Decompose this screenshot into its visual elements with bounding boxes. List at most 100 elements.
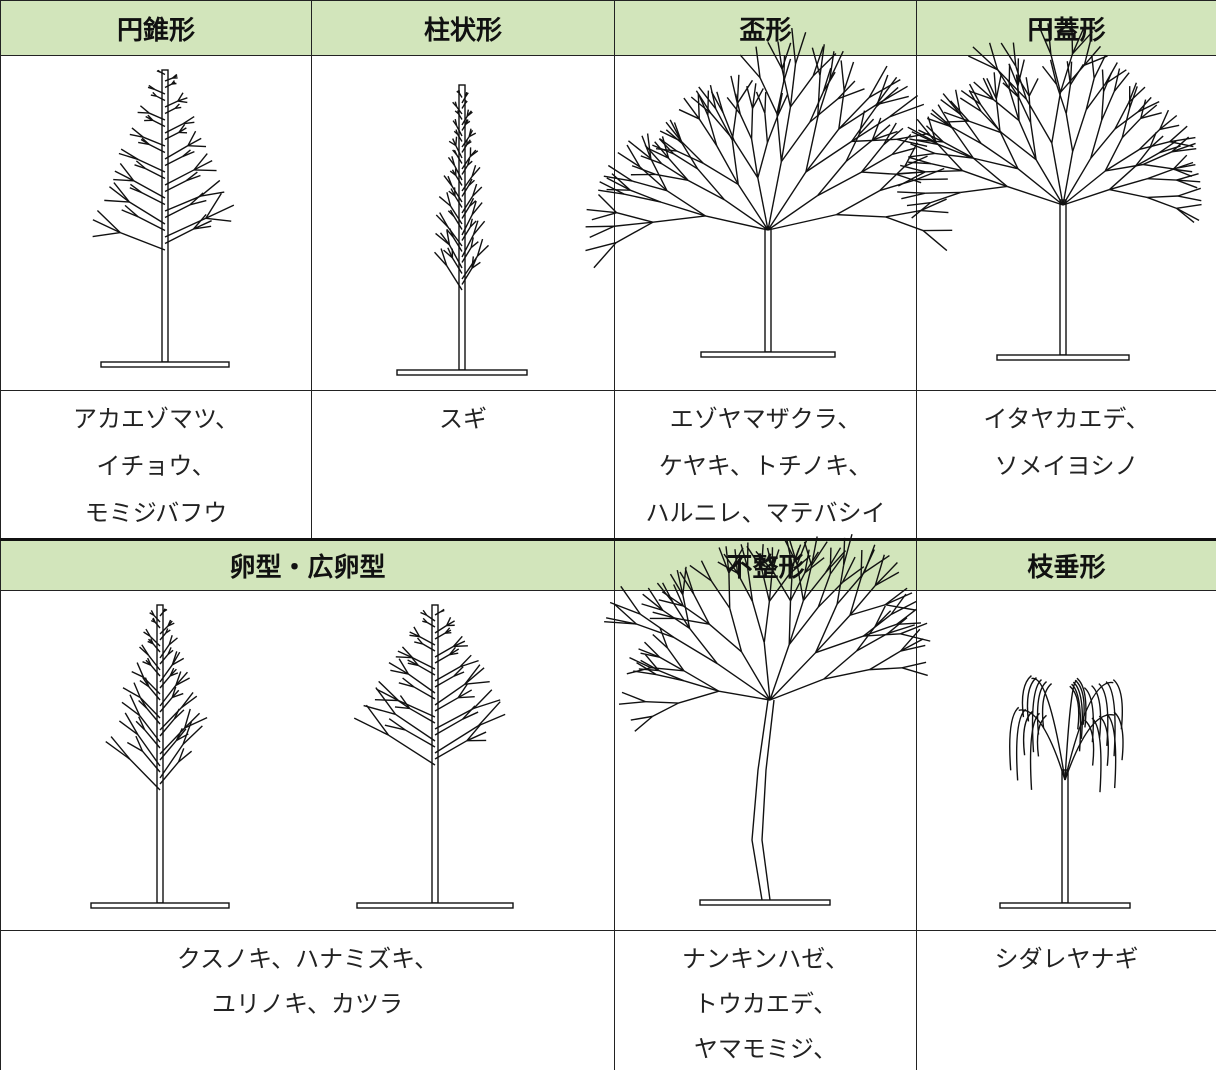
tree-stroke xyxy=(478,713,506,727)
tree-stroke xyxy=(872,130,898,141)
tree-stroke xyxy=(884,592,913,606)
tree-stroke xyxy=(875,74,889,107)
tree-stroke xyxy=(682,594,691,629)
tree-stroke xyxy=(180,695,198,709)
tree-stroke xyxy=(658,599,684,607)
tree-stroke xyxy=(159,743,184,779)
tree-stroke xyxy=(631,165,656,176)
tree-stroke xyxy=(376,688,399,702)
tree-stroke xyxy=(187,130,197,146)
tree-stroke xyxy=(365,704,390,736)
tree-stroke xyxy=(447,226,463,247)
header-cell: 枝垂形 xyxy=(916,540,1216,591)
tree-stroke xyxy=(609,601,641,615)
tree-stroke xyxy=(879,165,906,192)
tree-stroke xyxy=(751,88,764,109)
tree-stroke xyxy=(451,257,463,274)
species-name: ケヤキ、トチノキ、 xyxy=(658,452,873,480)
tree-stroke xyxy=(700,560,712,582)
tree-stroke xyxy=(417,664,436,676)
tree-stroke xyxy=(1169,136,1196,143)
tree-stroke xyxy=(164,100,179,108)
tree-stroke xyxy=(159,727,186,755)
tree-stroke xyxy=(175,671,182,686)
tree-stroke xyxy=(164,77,173,82)
tree-stroke xyxy=(434,654,450,664)
tree-stroke xyxy=(683,670,720,692)
tree-stroke xyxy=(861,153,893,173)
tree-stroke xyxy=(937,104,953,129)
tree-stroke xyxy=(968,83,982,105)
tree-stroke xyxy=(757,177,769,231)
tree-stroke xyxy=(159,664,173,683)
tree-stroke xyxy=(620,585,641,615)
tree-stroke xyxy=(182,115,195,125)
tree-stroke xyxy=(458,92,463,98)
tree-stroke xyxy=(646,147,669,159)
tree-stroke xyxy=(760,568,771,602)
tree-stroke xyxy=(879,178,917,192)
tree-stroke xyxy=(142,676,161,695)
tree-stroke xyxy=(916,178,948,181)
tree-stroke xyxy=(470,241,479,249)
tree-stroke xyxy=(904,142,919,167)
tree-stroke xyxy=(869,667,903,671)
tree-stroke xyxy=(757,142,769,179)
tree-stroke xyxy=(861,171,897,175)
tree-stroke xyxy=(1085,78,1095,110)
tree-stroke xyxy=(466,111,473,117)
tree-stroke xyxy=(464,667,485,685)
tree-stroke xyxy=(900,644,926,652)
tree-stroke xyxy=(874,554,885,586)
tree-stroke xyxy=(90,902,230,909)
tree-stroke xyxy=(789,572,806,602)
tree-stroke xyxy=(139,715,161,743)
tree-stroke xyxy=(457,110,460,114)
tree-stroke xyxy=(658,138,675,155)
tree-stroke xyxy=(353,717,389,736)
species-name: ヤマモミジ、 xyxy=(693,1035,838,1063)
tree-stroke xyxy=(900,628,921,652)
tree-stroke xyxy=(1035,159,1064,206)
tree-stroke xyxy=(986,78,997,100)
tree-stroke xyxy=(193,159,213,171)
tree-stroke xyxy=(636,623,675,639)
tree-stroke xyxy=(817,79,831,118)
tree-stroke xyxy=(167,649,174,656)
tree-stroke xyxy=(152,91,158,97)
tree-stroke xyxy=(842,533,853,566)
tree-stroke xyxy=(638,648,660,658)
tree-stroke xyxy=(434,683,466,706)
tree-stroke xyxy=(449,652,459,656)
tree-stroke xyxy=(176,733,189,742)
tree-stroke xyxy=(396,369,528,376)
tree-stroke xyxy=(885,216,924,232)
tree-stroke xyxy=(426,621,436,628)
tree-stroke xyxy=(1041,683,1053,729)
tree-stroke xyxy=(1022,710,1034,756)
tree-stroke xyxy=(462,705,476,720)
tree-stroke xyxy=(925,170,963,173)
tree-stroke xyxy=(1062,188,1110,206)
tree-stroke xyxy=(959,97,982,112)
tree-stroke xyxy=(838,90,845,130)
tree-stroke xyxy=(146,707,161,725)
tree-stroke xyxy=(177,92,184,102)
tree-stroke xyxy=(467,160,473,166)
tree-stroke xyxy=(763,601,771,643)
tree-stroke xyxy=(459,654,472,668)
tree-stroke xyxy=(461,234,475,258)
tree-stroke xyxy=(461,195,474,214)
tree-stroke xyxy=(876,95,909,106)
tree-stroke xyxy=(476,238,484,257)
tree-stroke xyxy=(868,65,888,98)
tree-stroke xyxy=(462,711,479,720)
tree-stroke xyxy=(759,77,778,115)
header-cell: 円蓋形 xyxy=(916,0,1216,56)
tree-stroke xyxy=(911,131,939,146)
tree-stroke xyxy=(771,549,780,571)
tree-stroke xyxy=(121,701,141,717)
tree-stroke xyxy=(628,140,652,160)
tree-stroke xyxy=(1104,137,1123,172)
tree-stroke xyxy=(461,247,472,263)
